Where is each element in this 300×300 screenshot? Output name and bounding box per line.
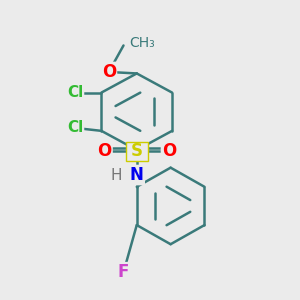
FancyBboxPatch shape [126,142,148,161]
Text: CH₃: CH₃ [129,35,155,50]
Text: O: O [97,142,112,160]
Text: H: H [110,167,122,182]
Text: Cl: Cl [67,85,83,100]
Text: O: O [162,142,176,160]
Text: N: N [130,166,144,184]
Text: O: O [102,63,116,81]
Text: S: S [131,142,143,160]
Text: F: F [118,263,129,281]
Text: Cl: Cl [67,120,83,135]
